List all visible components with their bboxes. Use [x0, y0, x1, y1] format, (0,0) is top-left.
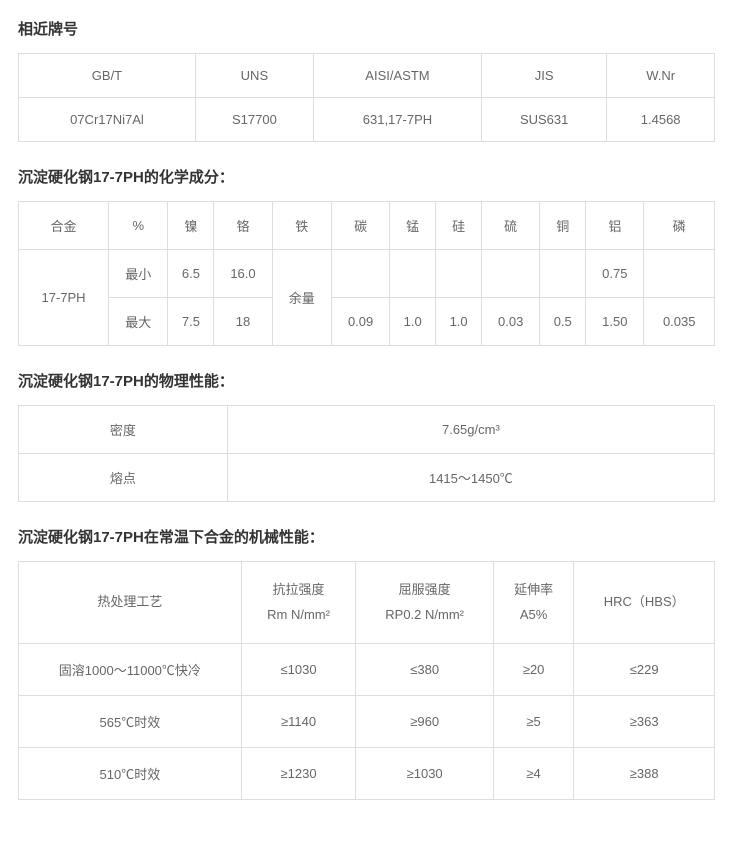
similar-grades-table: GB/T UNS AISI/ASTM JIS W.Nr 07Cr17Ni7Al … [18, 53, 715, 142]
mech-title: 沉淀硬化钢17-7PH在常温下合金的机械性能： [18, 526, 715, 547]
data-cell: ≥1030 [356, 748, 494, 800]
phys-value: 7.65g/cm³ [227, 406, 714, 454]
chem-title: 沉淀硬化钢17-7PH的化学成分： [18, 166, 715, 187]
data-cell: ≥5 [493, 696, 573, 748]
data-cell: 631,17-7PH [313, 98, 481, 142]
table-row: 固溶1000～11000℃快冷 ≤1030 ≤380 ≥20 ≤229 [19, 644, 715, 696]
header-cell: JIS [482, 54, 607, 98]
data-cell: 565℃时效 [19, 696, 242, 748]
max-label: 最大 [109, 298, 168, 346]
table-row: 密度 7.65g/cm³ [19, 406, 715, 454]
data-cell: ≤380 [356, 644, 494, 696]
header-cell: 铁 [272, 202, 331, 250]
data-cell: 18 [214, 298, 272, 346]
header-cell: 抗拉强度 Rm N/mm² [241, 562, 356, 644]
alloy-cell: 17-7PH [19, 250, 109, 346]
header-cell: AISI/ASTM [313, 54, 481, 98]
data-cell: 1.0 [390, 298, 436, 346]
header-line2: Rm N/mm² [267, 607, 330, 622]
phys-label: 密度 [19, 406, 228, 454]
data-cell: 0.5 [540, 298, 586, 346]
data-cell: 7.5 [168, 298, 214, 346]
data-cell: ≥1230 [241, 748, 356, 800]
data-cell [540, 250, 586, 298]
table-row: 17-7PH 最小 6.5 16.0 余量 0.75 [19, 250, 715, 298]
table-row: 热处理工艺 抗拉强度 Rm N/mm² 屈服强度 RP0.2 N/mm² 延伸率… [19, 562, 715, 644]
data-cell: 1.50 [586, 298, 644, 346]
data-cell: ≥1140 [241, 696, 356, 748]
header-cell: 铝 [586, 202, 644, 250]
similar-grades-title: 相近牌号 [18, 18, 715, 39]
header-cell: 磷 [644, 202, 715, 250]
mech-table: 热处理工艺 抗拉强度 Rm N/mm² 屈服强度 RP0.2 N/mm² 延伸率… [18, 561, 715, 800]
table-row: GB/T UNS AISI/ASTM JIS W.Nr [19, 54, 715, 98]
data-cell: 1.4568 [607, 98, 715, 142]
header-cell: HRC（HBS） [574, 562, 715, 644]
table-row: 熔点 1415～1450℃ [19, 454, 715, 502]
header-cell: GB/T [19, 54, 196, 98]
phys-label: 熔点 [19, 454, 228, 502]
table-row: 07Cr17Ni7Al S17700 631,17-7PH SUS631 1.4… [19, 98, 715, 142]
data-cell: ≥388 [574, 748, 715, 800]
phys-title: 沉淀硬化钢17-7PH的物理性能： [18, 370, 715, 391]
header-cell: W.Nr [607, 54, 715, 98]
header-cell: UNS [195, 54, 313, 98]
header-cell: 锰 [390, 202, 436, 250]
table-row: 565℃时效 ≥1140 ≥960 ≥5 ≥363 [19, 696, 715, 748]
header-cell: 硅 [436, 202, 482, 250]
data-cell: S17700 [195, 98, 313, 142]
data-cell [436, 250, 482, 298]
data-cell: ≤229 [574, 644, 715, 696]
data-cell [644, 250, 715, 298]
data-cell: 0.75 [586, 250, 644, 298]
data-cell: ≥960 [356, 696, 494, 748]
min-label: 最小 [109, 250, 168, 298]
iron-cell: 余量 [272, 250, 331, 346]
data-cell: SUS631 [482, 98, 607, 142]
table-row: 合金 % 镍 铬 铁 碳 锰 硅 硫 铜 铝 磷 [19, 202, 715, 250]
data-cell: ≥20 [493, 644, 573, 696]
data-cell: 0.035 [644, 298, 715, 346]
header-cell: 铬 [214, 202, 272, 250]
data-cell: 1.0 [436, 298, 482, 346]
data-cell: 16.0 [214, 250, 272, 298]
data-cell: 6.5 [168, 250, 214, 298]
header-cell: 延伸率 A5% [493, 562, 573, 644]
data-cell [332, 250, 390, 298]
data-cell [482, 250, 540, 298]
phys-table: 密度 7.65g/cm³ 熔点 1415～1450℃ [18, 405, 715, 502]
header-cell: 合金 [19, 202, 109, 250]
data-cell: ≤1030 [241, 644, 356, 696]
header-line2: RP0.2 N/mm² [385, 607, 464, 622]
data-cell: 固溶1000～11000℃快冷 [19, 644, 242, 696]
data-cell: 0.03 [482, 298, 540, 346]
header-cell: 屈服强度 RP0.2 N/mm² [356, 562, 494, 644]
header-cell: 硫 [482, 202, 540, 250]
phys-value: 1415～1450℃ [227, 454, 714, 502]
header-cell: 镍 [168, 202, 214, 250]
header-line1: 屈服强度 [399, 582, 451, 597]
chem-table: 合金 % 镍 铬 铁 碳 锰 硅 硫 铜 铝 磷 17-7PH 最小 6.5 1… [18, 201, 715, 346]
header-cell: 热处理工艺 [19, 562, 242, 644]
header-cell: 碳 [332, 202, 390, 250]
table-row: 510℃时效 ≥1230 ≥1030 ≥4 ≥388 [19, 748, 715, 800]
data-cell: 0.09 [332, 298, 390, 346]
header-cell: % [109, 202, 168, 250]
header-line1: 抗拉强度 [273, 582, 325, 597]
data-cell: 510℃时效 [19, 748, 242, 800]
data-cell: 07Cr17Ni7Al [19, 98, 196, 142]
data-cell [390, 250, 436, 298]
data-cell: ≥363 [574, 696, 715, 748]
header-cell: 铜 [540, 202, 586, 250]
data-cell: ≥4 [493, 748, 573, 800]
table-row: 最大 7.5 18 0.09 1.0 1.0 0.03 0.5 1.50 0.0… [19, 298, 715, 346]
header-line2: A5% [520, 607, 547, 622]
header-line1: 延伸率 [514, 582, 553, 597]
